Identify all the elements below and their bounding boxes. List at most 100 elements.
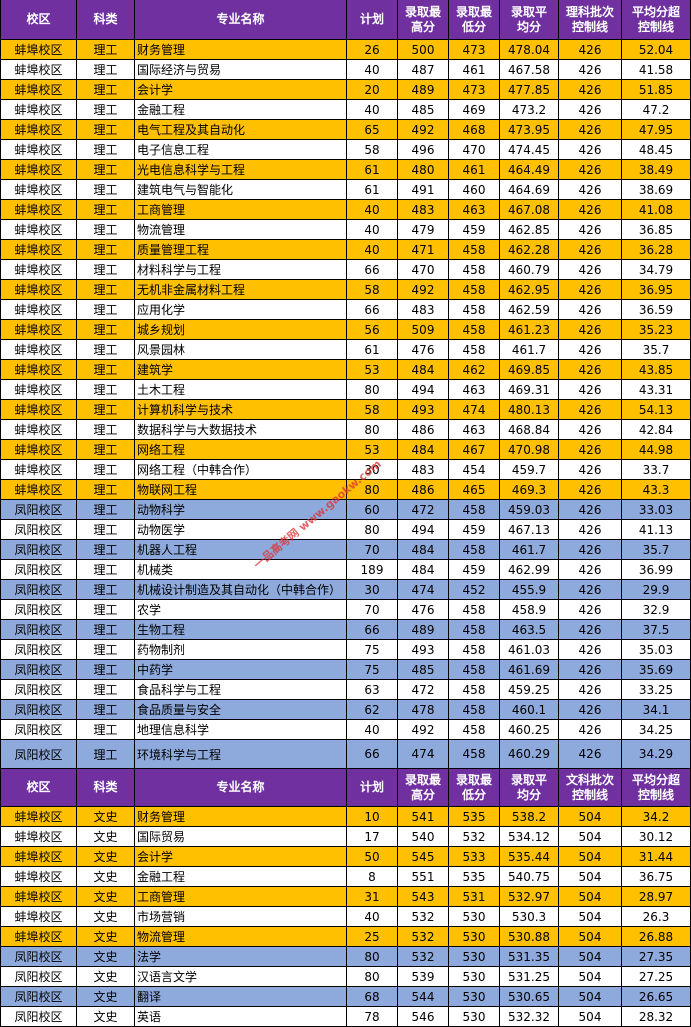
avg-score: 455.9	[500, 580, 559, 600]
plan: 40	[347, 60, 398, 80]
major: 国际经济与贸易	[135, 60, 347, 80]
avg-over-line: 30.12	[622, 827, 691, 847]
min-score: 473	[449, 40, 500, 60]
header-cell: 录取最低分	[449, 769, 500, 807]
campus: 凤阳校区	[0, 620, 77, 640]
avg-over-line: 41.08	[622, 200, 691, 220]
plan: 26	[347, 40, 398, 60]
max-score: 484	[398, 440, 449, 460]
category: 理工	[77, 680, 135, 700]
control-line: 504	[559, 867, 622, 887]
min-score: 533	[449, 847, 500, 867]
campus: 凤阳校区	[0, 740, 77, 769]
campus: 蚌埠校区	[0, 200, 77, 220]
min-score: 530	[449, 907, 500, 927]
control-line: 426	[559, 160, 622, 180]
plan: 20	[347, 80, 398, 100]
header-cell: 科类	[77, 0, 135, 40]
avg-score: 473.95	[500, 120, 559, 140]
avg-over-line: 42.84	[622, 420, 691, 440]
header-cell: 科类	[77, 769, 135, 807]
avg-over-line: 41.58	[622, 60, 691, 80]
avg-over-line: 33.7	[622, 460, 691, 480]
max-score: 486	[398, 420, 449, 440]
plan: 66	[347, 260, 398, 280]
plan: 30	[347, 580, 398, 600]
control-line: 426	[559, 340, 622, 360]
campus: 凤阳校区	[0, 580, 77, 600]
control-line: 426	[559, 360, 622, 380]
major: 药物制剂	[135, 640, 347, 660]
avg-score: 459.03	[500, 500, 559, 520]
campus: 蚌埠校区	[0, 80, 77, 100]
min-score: 530	[449, 927, 500, 947]
max-score: 474	[398, 740, 449, 769]
category: 理工	[77, 80, 135, 100]
plan: 80	[347, 480, 398, 500]
avg-score: 468.84	[500, 420, 559, 440]
major: 机械设计制造及其自动化（中韩合作）	[135, 580, 347, 600]
avg-over-line: 34.29	[622, 740, 691, 769]
campus: 凤阳校区	[0, 600, 77, 620]
avg-score: 460.1	[500, 700, 559, 720]
major: 网络工程（中韩合作）	[135, 460, 347, 480]
min-score: 458	[449, 280, 500, 300]
avg-score: 534.12	[500, 827, 559, 847]
category: 理工	[77, 580, 135, 600]
major: 金融工程	[135, 100, 347, 120]
avg-score: 458.9	[500, 600, 559, 620]
plan: 58	[347, 140, 398, 160]
campus: 凤阳校区	[0, 1007, 77, 1027]
max-score: 483	[398, 200, 449, 220]
campus: 凤阳校区	[0, 540, 77, 560]
avg-score: 462.59	[500, 300, 559, 320]
control-line: 426	[559, 560, 622, 580]
major: 汉语言文学	[135, 967, 347, 987]
min-score: 458	[449, 660, 500, 680]
category: 文史	[77, 847, 135, 867]
category: 文史	[77, 907, 135, 927]
control-line: 426	[559, 400, 622, 420]
campus: 凤阳校区	[0, 640, 77, 660]
max-score: 479	[398, 220, 449, 240]
control-line: 426	[559, 220, 622, 240]
category: 文史	[77, 1007, 135, 1027]
category: 理工	[77, 380, 135, 400]
campus: 凤阳校区	[0, 967, 77, 987]
max-score: 543	[398, 887, 449, 907]
max-score: 540	[398, 827, 449, 847]
category: 理工	[77, 120, 135, 140]
avg-over-line: 34.2	[622, 807, 691, 827]
min-score: 470	[449, 140, 500, 160]
campus: 蚌埠校区	[0, 280, 77, 300]
avg-over-line: 41.13	[622, 520, 691, 540]
max-score: 544	[398, 987, 449, 1007]
max-score: 492	[398, 280, 449, 300]
avg-over-line: 34.25	[622, 720, 691, 740]
major: 光电信息科学与工程	[135, 160, 347, 180]
control-line: 504	[559, 927, 622, 947]
plan: 58	[347, 280, 398, 300]
category: 文史	[77, 927, 135, 947]
avg-score: 461.23	[500, 320, 559, 340]
plan: 25	[347, 927, 398, 947]
min-score: 459	[449, 220, 500, 240]
min-score: 460	[449, 180, 500, 200]
avg-score: 462.95	[500, 280, 559, 300]
max-score: 532	[398, 947, 449, 967]
avg-score: 467.13	[500, 520, 559, 540]
major: 土木工程	[135, 380, 347, 400]
campus: 凤阳校区	[0, 660, 77, 680]
max-score: 474	[398, 580, 449, 600]
category: 理工	[77, 700, 135, 720]
plan: 80	[347, 420, 398, 440]
avg-over-line: 29.9	[622, 580, 691, 600]
plan: 65	[347, 120, 398, 140]
plan: 31	[347, 887, 398, 907]
max-score: 485	[398, 100, 449, 120]
max-score: 487	[398, 60, 449, 80]
avg-over-line: 35.23	[622, 320, 691, 340]
max-score: 476	[398, 340, 449, 360]
max-score: 486	[398, 480, 449, 500]
avg-over-line: 35.03	[622, 640, 691, 660]
